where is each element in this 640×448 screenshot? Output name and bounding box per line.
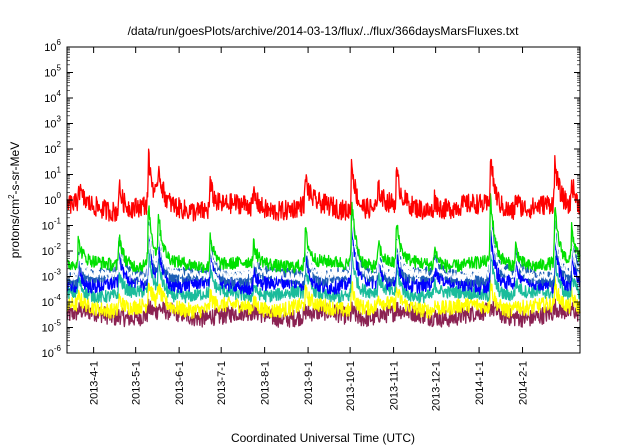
x-tick-label: 2013-12-1 (431, 361, 443, 411)
x-axis-title: Coordinated Universal Time (UTC) (231, 431, 415, 445)
data-series-group (66, 148, 581, 328)
x-tick-label: 2013-9-1 (303, 361, 315, 405)
x-tick-label: 2013-10-1 (345, 361, 357, 411)
y-tick-label: 10-3 (42, 268, 62, 284)
series-line (66, 148, 581, 222)
series-line (66, 193, 581, 274)
y-tick-label: 10-5 (42, 319, 62, 335)
x-tick-label: 2013-8-1 (260, 361, 272, 405)
y-axis-title: protons/cm2-s-sr-MeV (7, 142, 22, 258)
y-axis: 10-6 10-5 10-4 10-3 10-2 10-1 100 101 102 103 104 1… (42, 38, 580, 360)
x-tick-label: 2014-1-1 (474, 361, 486, 405)
x-tick-label: 2013-6-1 (174, 361, 186, 405)
y-axis-title-sup: 2 (7, 194, 16, 199)
y-tick-label: 103 (44, 115, 61, 131)
y-axis-title-rest: -s-sr-MeV (8, 142, 22, 195)
series-line (66, 275, 581, 319)
chart-title: /data/run/goesPlots/archive/2014-03-13/f… (128, 24, 520, 38)
y-tick-label: 102 (44, 140, 61, 156)
y-tick-label: 101 (44, 166, 61, 182)
y-tick-label: 100 (44, 191, 61, 207)
x-tick-label: 2013-5-1 (131, 361, 143, 405)
y-tick-label: 106 (44, 38, 61, 54)
y-tick-label: 10-6 (42, 344, 62, 360)
x-tick-label: 2014-2-1 (518, 361, 530, 405)
x-tick-label: 2013-11-1 (389, 361, 401, 410)
x-axis: 2013-4-1 2013-5-1 2013-6-1 2013-7-1 2013-8-1… (89, 47, 530, 411)
y-axis-title-base: protons/cm (8, 199, 22, 258)
series-line (66, 226, 581, 296)
y-tick-label: 10-4 (42, 293, 62, 309)
y-tick-label: 10-1 (42, 217, 62, 233)
y-tick-label: 105 (44, 64, 61, 80)
series-line (66, 211, 581, 282)
x-tick-label: 2013-7-1 (216, 361, 228, 405)
y-tick-label: 10-2 (42, 242, 62, 258)
x-tick-label: 2013-4-1 (89, 361, 101, 405)
y-tick-label: 104 (44, 89, 61, 105)
